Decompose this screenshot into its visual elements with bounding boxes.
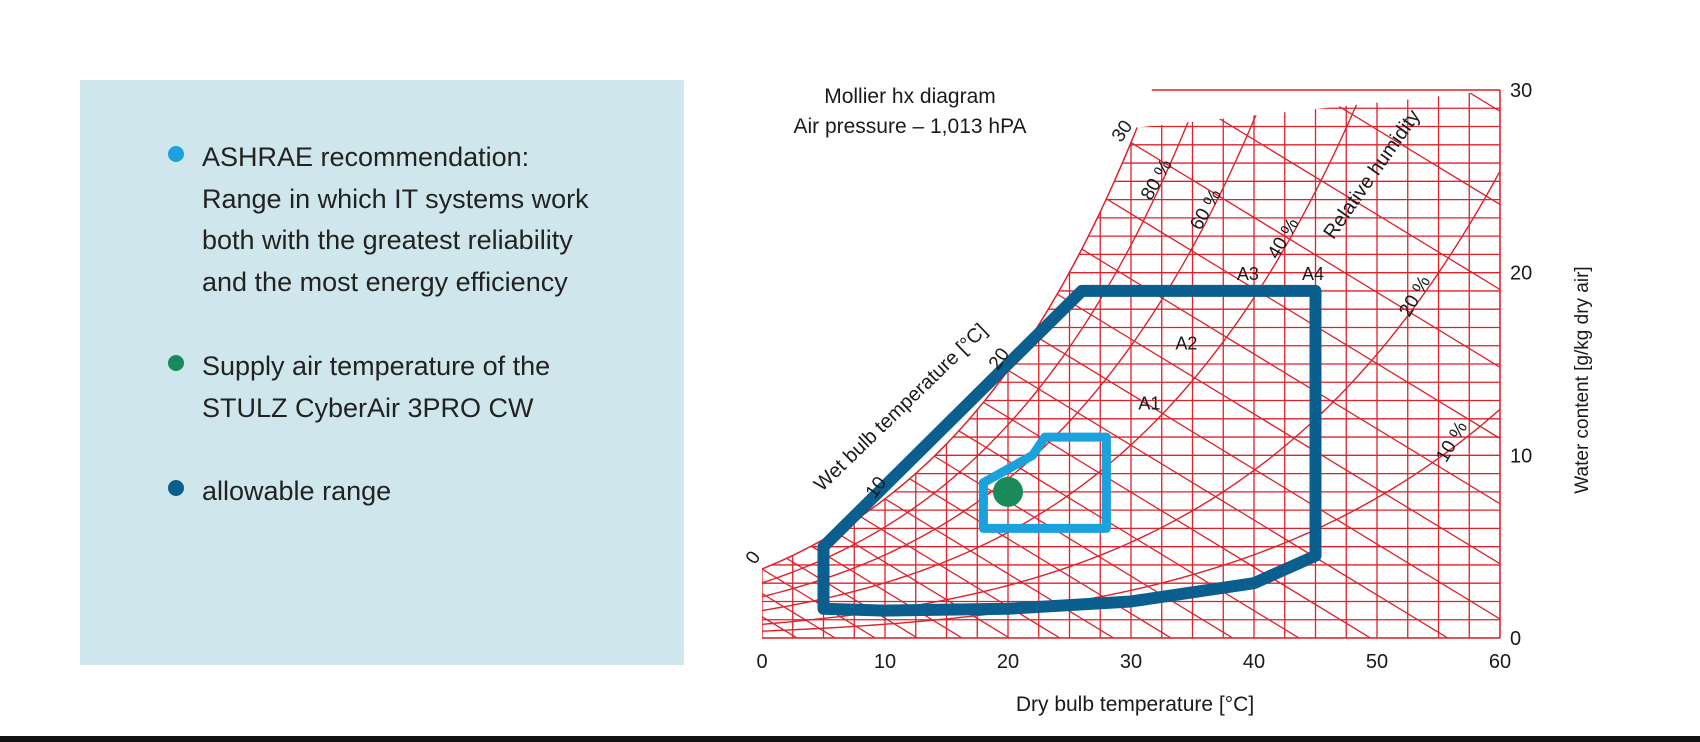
x-tick-label: 10 [874,651,896,673]
wet-bulb-tick-label: 30 [1108,117,1137,146]
rh-curve [762,408,1500,632]
wet-bulb-line [1179,90,1500,638]
rh-tick-label: 20 % [1395,272,1435,320]
wet-bulb-line [1056,293,1500,638]
wet-bulb-tick-label: 0 [742,548,765,569]
legend-dot-allowable [168,480,184,496]
rh-curve [762,90,1274,598]
bottom-rule [0,736,1700,742]
wet-bulb-line [786,557,918,638]
x-tick-label: 40 [1243,651,1265,673]
legend-text-allowable: allowable range [202,476,392,506]
rh-tick-label: 40 % [1264,215,1304,263]
y-tick-label: 0 [1510,628,1521,650]
region-label: A3 [1237,264,1259,284]
wet-bulb-line [1204,90,1500,638]
wet-bulb-line [909,478,1172,638]
rh-curve [762,90,1206,584]
region-label: A2 [1175,333,1197,353]
ashrae-range-outline [978,432,1111,533]
region-label: A1 [1138,394,1160,414]
legend-item-ashrae: ASHRAE recommendation: Range in which IT… [168,137,589,303]
legend-item-allowable: allowable range [168,471,391,513]
legend-item-supply-air: Supply air temperature of the STULZ Cybe… [168,346,550,429]
wet-bulb-line [1007,369,1449,638]
x-axis-label: Dry bulb temperature [°C] [1016,693,1254,716]
supply-air-point [993,476,1023,507]
legend-text-supply-air: Supply air temperature of the STULZ Cybe… [202,351,551,423]
rh-curve [762,90,1366,612]
y-tick-label: 30 [1510,80,1532,102]
x-tick-label: 30 [1120,651,1142,673]
x-tick-label: 0 [756,651,767,673]
wet-bulb-line [762,586,798,638]
wet-bulb-line [810,545,963,638]
wet-bulb-line [1032,333,1500,638]
x-tick-label: 20 [997,651,1019,673]
y-axis-label: Water content [g/kg dry air] [1572,266,1593,493]
wet-bulb-line [1081,248,1500,638]
region-label: A4 [1302,264,1324,284]
wet-bulb-line [835,531,1010,638]
chart-subtitle: Air pressure – 1,013 hPA [793,115,1026,138]
chart-title: Mollier hx diagram [824,85,996,108]
wet-bulb-line [1278,90,1500,638]
wet-bulb-line [1106,198,1500,638]
wet-bulb-line [1155,90,1500,638]
legend-panel: ASHRAE recommendation: Range in which IT… [80,80,684,665]
legend-dot-ashrae [168,146,184,162]
x-tick-label: 50 [1366,651,1388,673]
legend-dot-supply-air [168,355,184,371]
allowable-range-outline [817,284,1322,617]
chart-series [817,284,1322,617]
chart-labels: Mollier hx diagram Air pressure – 1,013 … [742,80,1593,716]
legend-text-ashrae: ASHRAE recommendation: Range in which IT… [202,142,589,297]
wet-bulb-line [1130,142,1500,638]
wet-bulb-line [860,516,1061,638]
y-tick-label: 20 [1510,263,1532,285]
y-tick-label: 10 [1510,445,1532,467]
wet-bulb-line [1302,90,1500,638]
x-tick-label: 60 [1489,651,1511,673]
wet-bulb-line [884,498,1114,638]
